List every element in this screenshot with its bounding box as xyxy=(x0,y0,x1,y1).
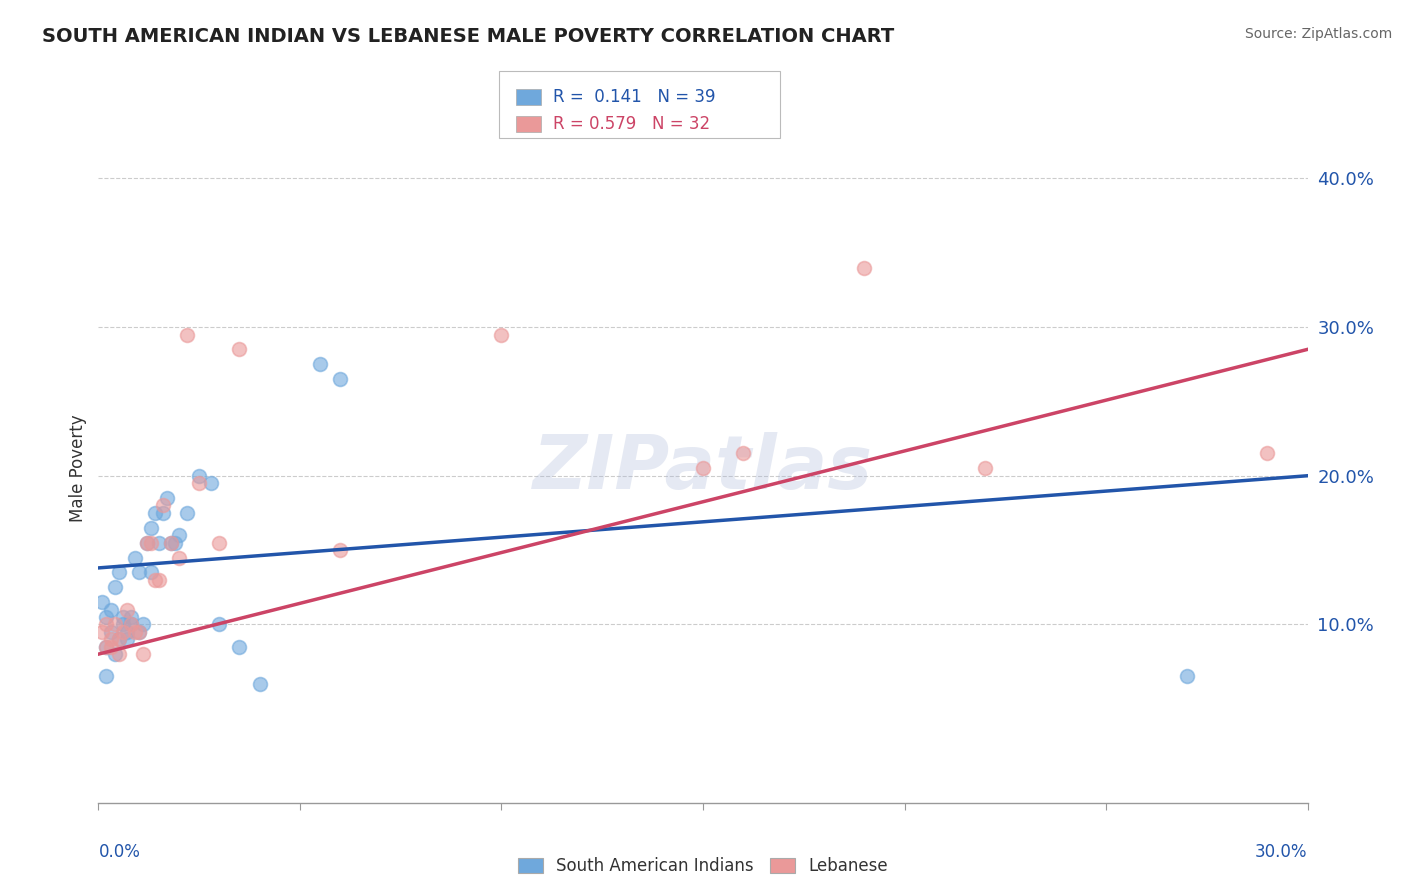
Point xyxy=(96,617,118,632)
Point xyxy=(188,476,211,491)
Point xyxy=(107,566,129,580)
Point xyxy=(163,535,186,549)
Point xyxy=(135,535,157,549)
Point xyxy=(96,640,118,654)
Point xyxy=(148,535,170,549)
Point xyxy=(120,617,142,632)
Point xyxy=(329,543,352,558)
Point xyxy=(103,580,125,594)
Point xyxy=(249,677,271,691)
Point xyxy=(152,506,174,520)
Point xyxy=(139,535,162,549)
Y-axis label: Male Poverty: Male Poverty xyxy=(69,415,87,522)
Point xyxy=(228,640,250,654)
Text: ZIPatlas: ZIPatlas xyxy=(533,432,873,505)
Point xyxy=(491,327,513,342)
Point xyxy=(329,372,352,386)
Point xyxy=(188,468,211,483)
Point xyxy=(692,461,714,475)
Point xyxy=(167,550,190,565)
Point xyxy=(974,461,997,475)
Point xyxy=(115,632,138,647)
Point xyxy=(132,647,155,661)
Point xyxy=(152,499,174,513)
Text: SOUTH AMERICAN INDIAN VS LEBANESE MALE POVERTY CORRELATION CHART: SOUTH AMERICAN INDIAN VS LEBANESE MALE P… xyxy=(42,27,894,45)
Point xyxy=(139,521,162,535)
Point xyxy=(309,357,332,371)
Point xyxy=(96,610,118,624)
Text: R =  0.141   N = 39: R = 0.141 N = 39 xyxy=(553,87,716,106)
Text: Source: ZipAtlas.com: Source: ZipAtlas.com xyxy=(1244,27,1392,41)
Point xyxy=(1175,669,1198,683)
Text: R = 0.579   N = 32: R = 0.579 N = 32 xyxy=(553,114,710,133)
Point xyxy=(208,535,231,549)
Point xyxy=(128,624,150,639)
Point xyxy=(160,535,183,549)
Point xyxy=(128,566,150,580)
Point xyxy=(208,617,231,632)
Point xyxy=(111,617,134,632)
Point xyxy=(107,647,129,661)
Point xyxy=(100,624,122,639)
Text: 0.0%: 0.0% xyxy=(98,843,141,861)
Point xyxy=(100,632,122,647)
Point xyxy=(107,632,129,647)
Point xyxy=(124,550,146,565)
Point xyxy=(1256,446,1278,460)
Point xyxy=(176,506,198,520)
Point xyxy=(111,610,134,624)
Point xyxy=(143,506,166,520)
Point xyxy=(107,632,129,647)
Legend: South American Indians, Lebanese: South American Indians, Lebanese xyxy=(510,850,896,881)
Point xyxy=(120,617,142,632)
Point xyxy=(103,647,125,661)
Point xyxy=(139,566,162,580)
Text: 30.0%: 30.0% xyxy=(1256,843,1308,861)
Point xyxy=(733,446,755,460)
Point xyxy=(96,640,118,654)
Point xyxy=(853,260,876,275)
Point xyxy=(100,602,122,616)
Point xyxy=(100,640,122,654)
Point xyxy=(148,573,170,587)
Point xyxy=(91,624,114,639)
Point xyxy=(200,476,222,491)
Point xyxy=(156,491,179,505)
Point xyxy=(115,624,138,639)
Point xyxy=(135,535,157,549)
Point xyxy=(115,602,138,616)
Point xyxy=(143,573,166,587)
Point xyxy=(91,595,114,609)
Point xyxy=(111,624,134,639)
Point xyxy=(120,610,142,624)
Point xyxy=(132,617,155,632)
Point xyxy=(167,528,190,542)
Point xyxy=(160,535,183,549)
Point xyxy=(176,327,198,342)
Point xyxy=(96,669,118,683)
Point xyxy=(228,343,250,357)
Point xyxy=(124,624,146,639)
Point xyxy=(128,624,150,639)
Point xyxy=(103,617,125,632)
